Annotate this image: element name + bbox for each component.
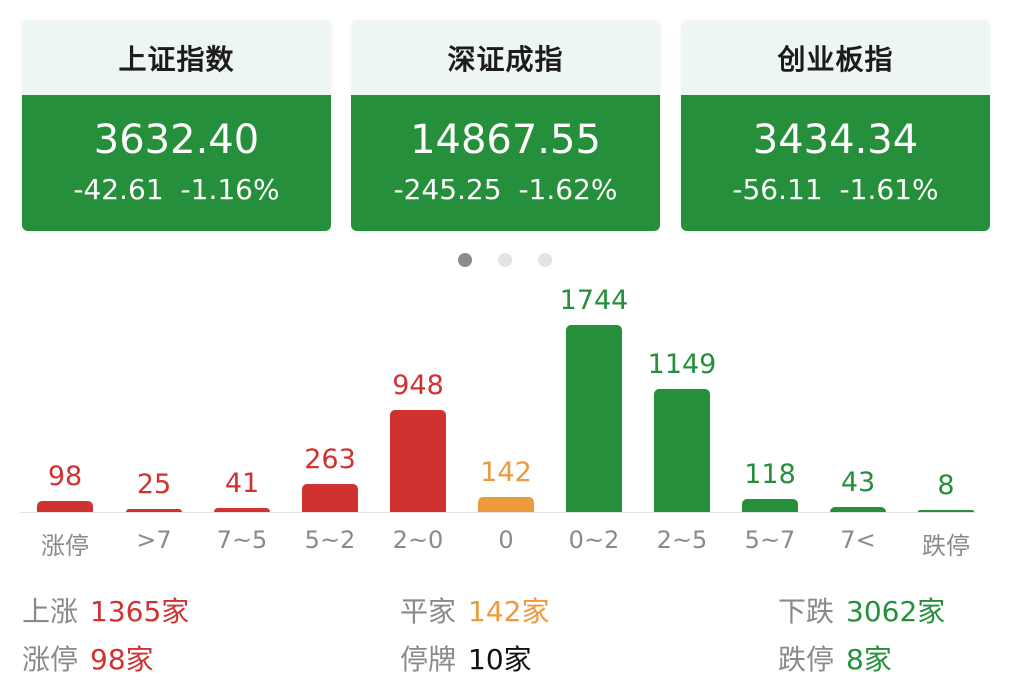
page-indicator	[458, 253, 552, 267]
index-card-shenzhen[interactable]: 深证成指 14867.55 -245.25 -1.62%	[351, 20, 660, 231]
category-label: 5~7	[744, 526, 796, 554]
bar	[126, 509, 182, 512]
category-label: 7<	[840, 526, 876, 554]
index-name: 创业板指	[681, 20, 990, 95]
page-dot-1[interactable]	[458, 253, 472, 267]
stat-up: 上涨 1365家	[22, 590, 189, 630]
category-label: 0	[498, 526, 514, 554]
page-dot-3[interactable]	[538, 253, 552, 267]
index-change-pct: -1.61%	[839, 173, 939, 206]
stat-label: 平家	[400, 595, 457, 628]
category-label: 跌停	[922, 532, 970, 560]
index-change-pct: -1.16%	[180, 173, 280, 206]
bar-value-label: 43	[840, 467, 876, 498]
stat-value: 1365家	[90, 595, 190, 628]
category-label: 2~5	[656, 526, 708, 554]
index-name: 上证指数	[22, 20, 331, 95]
index-value: 3434.34	[752, 117, 919, 163]
index-change: -56.11	[732, 173, 823, 206]
index-card-chinext[interactable]: 创业板指 3434.34 -56.11 -1.61%	[681, 20, 990, 231]
bar	[918, 510, 974, 512]
category-label: 涨停	[41, 532, 89, 560]
category-label: 7~5	[216, 526, 268, 554]
bar	[302, 484, 358, 512]
bar	[742, 499, 798, 512]
stat-suspended: 停牌 10家	[400, 638, 532, 678]
stat-limit-down: 跌停 8家	[778, 638, 892, 678]
bar-value-label: 41	[224, 468, 260, 499]
bar-value-label: 1744	[559, 285, 629, 316]
stat-value: 3062家	[846, 595, 946, 628]
stat-limit-up: 涨停 98家	[22, 638, 154, 678]
stat-value: 98家	[90, 643, 154, 676]
bar-value-label: 263	[304, 444, 356, 475]
chart-baseline	[20, 512, 975, 513]
bar	[654, 389, 710, 512]
category-label: >7	[136, 526, 172, 554]
bar	[214, 508, 270, 512]
stat-value: 10家	[468, 643, 532, 676]
stat-label: 停牌	[400, 643, 457, 676]
page-dot-2[interactable]	[498, 253, 512, 267]
bar-value-label: 8	[937, 470, 955, 501]
bar	[566, 325, 622, 512]
bar-value-label: 1149	[647, 349, 717, 380]
stat-label: 涨停	[22, 643, 79, 676]
bar-value-label: 118	[744, 459, 796, 490]
stat-down: 下跌 3062家	[778, 590, 945, 630]
stat-value: 8家	[846, 643, 892, 676]
index-card-shanghai[interactable]: 上证指数 3632.40 -42.61 -1.16%	[22, 20, 331, 231]
stat-label: 下跌	[778, 595, 835, 628]
category-label: 0~2	[568, 526, 620, 554]
bar-value-label: 25	[136, 469, 172, 500]
bar	[830, 507, 886, 512]
bar-value-label: 142	[480, 457, 532, 488]
index-name: 深证成指	[351, 20, 660, 95]
index-change: -245.25	[393, 173, 502, 206]
index-value: 14867.55	[410, 117, 601, 163]
stat-value: 142家	[468, 595, 550, 628]
index-value: 3632.40	[93, 117, 260, 163]
bar	[478, 497, 534, 512]
category-label: 2~0	[392, 526, 444, 554]
index-change-pct: -1.62%	[518, 173, 618, 206]
bar-value-label: 948	[392, 370, 444, 401]
stat-flat: 平家 142家	[400, 590, 549, 630]
category-label: 5~2	[304, 526, 356, 554]
index-change: -42.61	[73, 173, 164, 206]
bar-value-label: 98	[47, 461, 83, 492]
stat-label: 跌停	[778, 643, 835, 676]
stat-label: 上涨	[22, 595, 79, 628]
bar	[37, 501, 93, 512]
bar	[390, 410, 446, 512]
